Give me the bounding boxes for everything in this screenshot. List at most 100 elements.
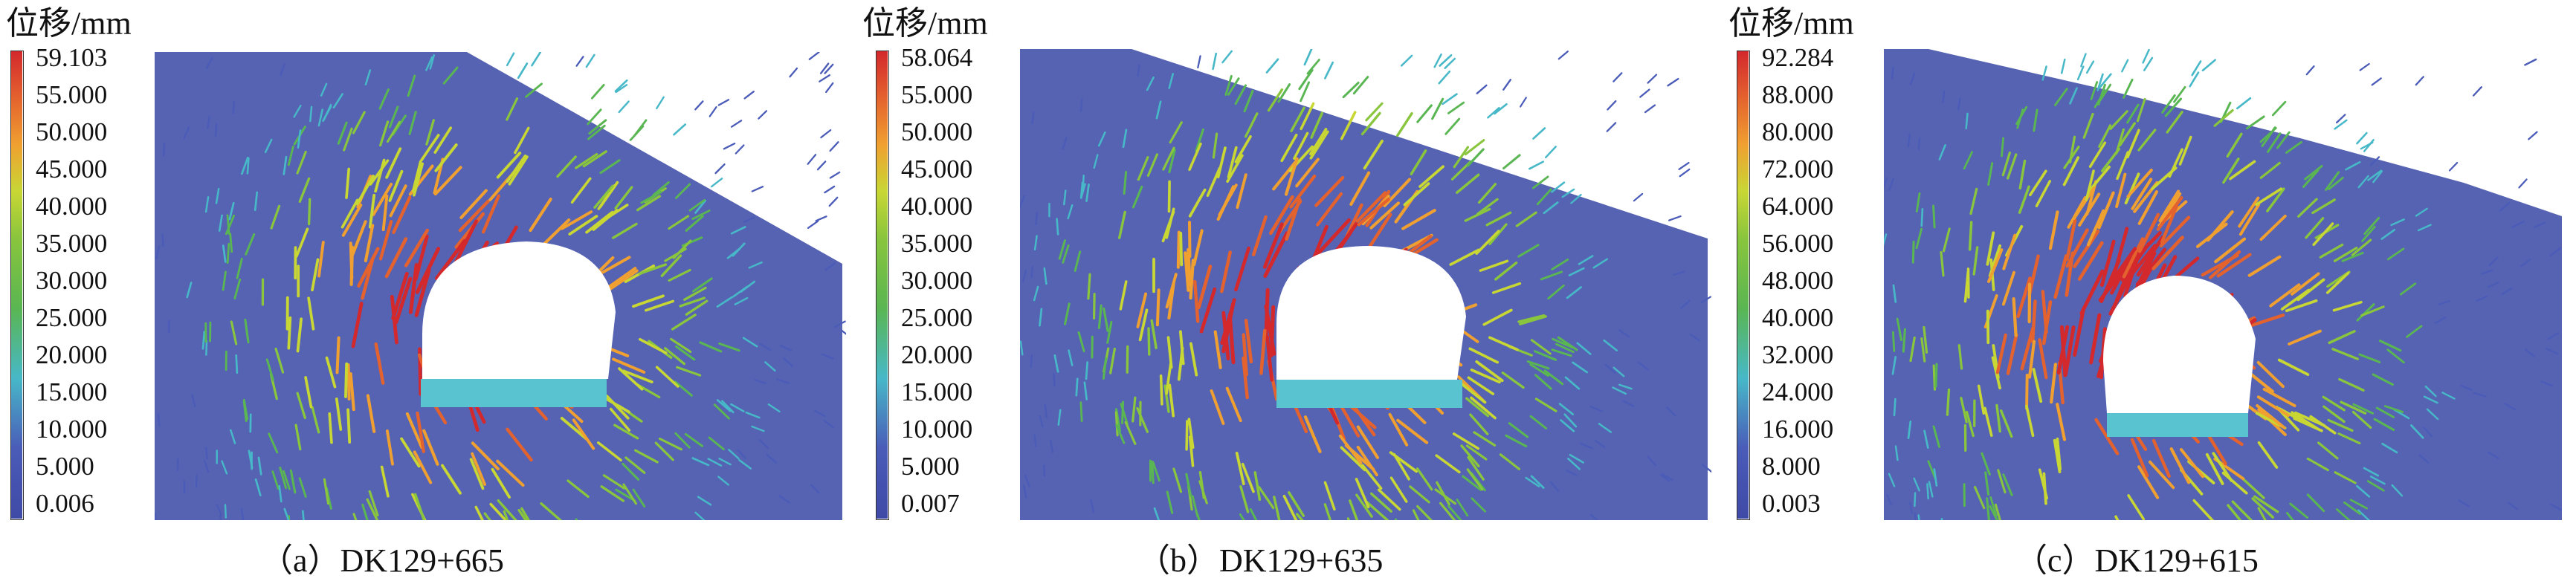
vector-arrow [1475,360,1504,383]
vector-arrow [1580,442,1593,450]
vector-arrow [2271,100,2287,117]
vector-arrow [1236,173,1247,210]
vector-arrow [1530,475,1545,489]
vector-arrow [520,507,530,520]
vector-arrow [2501,288,2513,295]
vector-arrow [2345,160,2361,171]
vector-arrow [2159,215,2191,247]
vector-arrow [2333,247,2358,262]
vector-arrow [442,66,459,85]
vector-arrow [2027,340,2036,379]
vector-arrow [1168,383,1175,418]
vector-arrow [1543,201,1559,215]
vector-arrow [2380,229,2396,240]
vector-arrow [233,278,242,299]
vector-arrow [1167,281,1175,319]
vector-arrow [1986,309,1990,345]
vector-arrow [2012,297,2018,337]
vector-arrow [1963,270,1970,303]
vector-arrow [778,495,791,504]
vector-arrow [2255,187,2283,207]
colorbar-gradient [877,51,888,519]
vector-arrow [1377,488,1401,511]
vector-arrow [612,222,638,239]
vector-arrow [2076,65,2085,81]
vector-arrow [1403,182,1430,207]
vector-arrow [2337,432,2361,445]
vector-arrow [1191,495,1199,518]
vector-arrow [1253,471,1262,502]
vector-arrow [1464,139,1485,156]
vector-arrow [1488,223,1508,245]
vector-arrow [593,184,614,209]
vector-arrow [1192,279,1200,323]
vector-arrow [718,342,740,352]
vector-arrow [732,285,748,298]
vector-arrow [1997,469,2007,494]
vector-arrow [1257,485,1275,510]
vector-arrow [384,237,408,279]
vector-arrow [2238,196,2260,228]
vector-arrow [1502,79,1511,91]
vector-arrow [638,263,668,275]
vector-arrow [287,146,294,166]
vector-arrow [1367,212,1392,250]
vector-arrow [2214,237,2247,264]
vector-arrow [2130,438,2149,478]
panel-b: 位移/mm 58.064 55.000 50.000 45.000 40.000… [862,0,1717,584]
vector-arrow [2086,209,2105,247]
vector-arrow [2002,233,2017,270]
vector-arrow [2423,395,2438,404]
vector-arrow [2328,176,2344,190]
vector-arrow [2137,190,2158,225]
vector-arrow [1020,195,1025,209]
vector-arrow [219,515,222,520]
vector-arrow [1989,505,1999,520]
vector-arrow [357,247,380,288]
vector-arrow [1043,464,1045,478]
vector-arrow [1220,298,1236,345]
vector-arrow [1662,473,1673,481]
vector-arrow [1701,464,1711,473]
vector-arrow [1894,445,1899,461]
vector-arrow [2357,175,2369,189]
tick-label: 16.000 [1762,415,1834,444]
vector-arrow [311,406,320,434]
vector-arrow [2078,192,2101,227]
vector-arrow [278,484,283,503]
vector-arrow [2164,97,2183,117]
vector-arrow [2511,221,2525,228]
vector-arrow [2434,317,2447,324]
vector-arrow [2098,73,2112,89]
vector-arrow [1058,239,1066,260]
vector-arrow [808,52,820,60]
vector-arrow [1572,361,1589,374]
vector-arrow [1242,356,1249,400]
vector-arrow [1280,133,1298,163]
tick-label: 92.284 [1762,43,1834,72]
vector-arrow [1092,293,1096,319]
vector-arrow [2312,222,2334,247]
vector-arrow [2018,185,2030,214]
vector-arrow [1491,282,1522,294]
vector-arrow [2361,225,2376,242]
vector-arrow [587,124,606,140]
vector-arrow [2415,76,2424,86]
vector-arrow [587,108,602,126]
vector-arrow [2108,247,2137,287]
vector-arrow [2305,217,2325,239]
vector-arrow [1578,255,1594,265]
vector-arrow [789,67,798,78]
vector-arrow [1680,299,1691,309]
vector-arrow [2351,410,2372,429]
vector-arrow [1604,363,1616,374]
vector-arrow [697,496,712,506]
vector-arrow [606,267,637,290]
vector-arrow [1284,157,1299,196]
vector-arrow [2424,385,2437,398]
vector-arrow [751,186,764,192]
vector-arrow [674,380,693,397]
vector-arrow [779,345,793,351]
vector-arrow [2356,132,2368,145]
vector-arrow [1126,345,1129,374]
